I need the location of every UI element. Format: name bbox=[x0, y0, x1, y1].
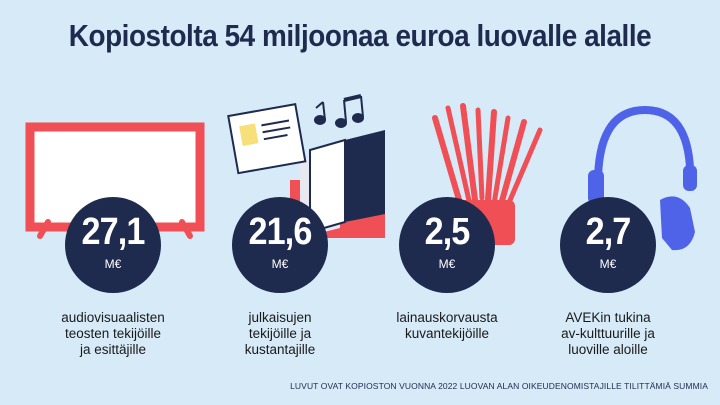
amount-badge-audiovisual: 27,1 M€ bbox=[65, 197, 161, 293]
description-line: AVEKin tukina bbox=[565, 310, 651, 325]
description-line: teosten tekijöille bbox=[64, 326, 162, 341]
page-title: Kopiostolta 54 miljoonaa euroa luovalle … bbox=[68, 18, 652, 53]
description-line: audiovisuaalisten bbox=[61, 310, 165, 325]
amount-value: 27,1 bbox=[81, 211, 146, 253]
description-publications: julkaisujen tekijöille ja kustantajille bbox=[205, 310, 355, 358]
amount-unit: M€ bbox=[104, 257, 122, 271]
description-line: kuvantekijöille bbox=[404, 326, 490, 341]
description-avek: AVEKin tukina av-kulttuurille ja luovill… bbox=[533, 310, 683, 358]
description-line: luoville aloille bbox=[568, 342, 648, 357]
footnote: LUVUT OVAT KOPIOSTON VUONNA 2022 LUOVAN … bbox=[290, 381, 708, 391]
amount-badge-lending: 2,5 M€ bbox=[399, 197, 495, 293]
amount-value: 21,6 bbox=[248, 211, 313, 253]
description-audiovisual: audiovisuaalisten teosten tekijöille ja … bbox=[38, 310, 188, 358]
description-line: julkaisujen bbox=[248, 310, 312, 325]
description-line: kustantajille bbox=[244, 342, 316, 357]
paper-icon bbox=[227, 103, 307, 175]
amount-unit: M€ bbox=[438, 257, 456, 271]
description-line: ja esittäjille bbox=[79, 342, 147, 357]
description-line: tekijöille ja bbox=[248, 326, 312, 341]
tv-icon bbox=[25, 122, 205, 239]
amount-badge-avek: 2,7 M€ bbox=[560, 197, 656, 293]
amount-value: 2,7 bbox=[585, 211, 632, 253]
description-line: av-kulttuurille ja bbox=[561, 326, 655, 341]
amount-unit: M€ bbox=[271, 257, 289, 271]
amount-badge-publications: 21,6 M€ bbox=[232, 197, 328, 293]
description-line: lainauskorvausta bbox=[396, 310, 498, 325]
music-notes-icon bbox=[314, 94, 364, 128]
description-lending: lainauskorvausta kuvantekijöille bbox=[372, 310, 522, 342]
headphones-icon bbox=[588, 105, 697, 251]
amount-unit: M€ bbox=[599, 257, 617, 271]
amount-value: 2,5 bbox=[424, 211, 471, 253]
